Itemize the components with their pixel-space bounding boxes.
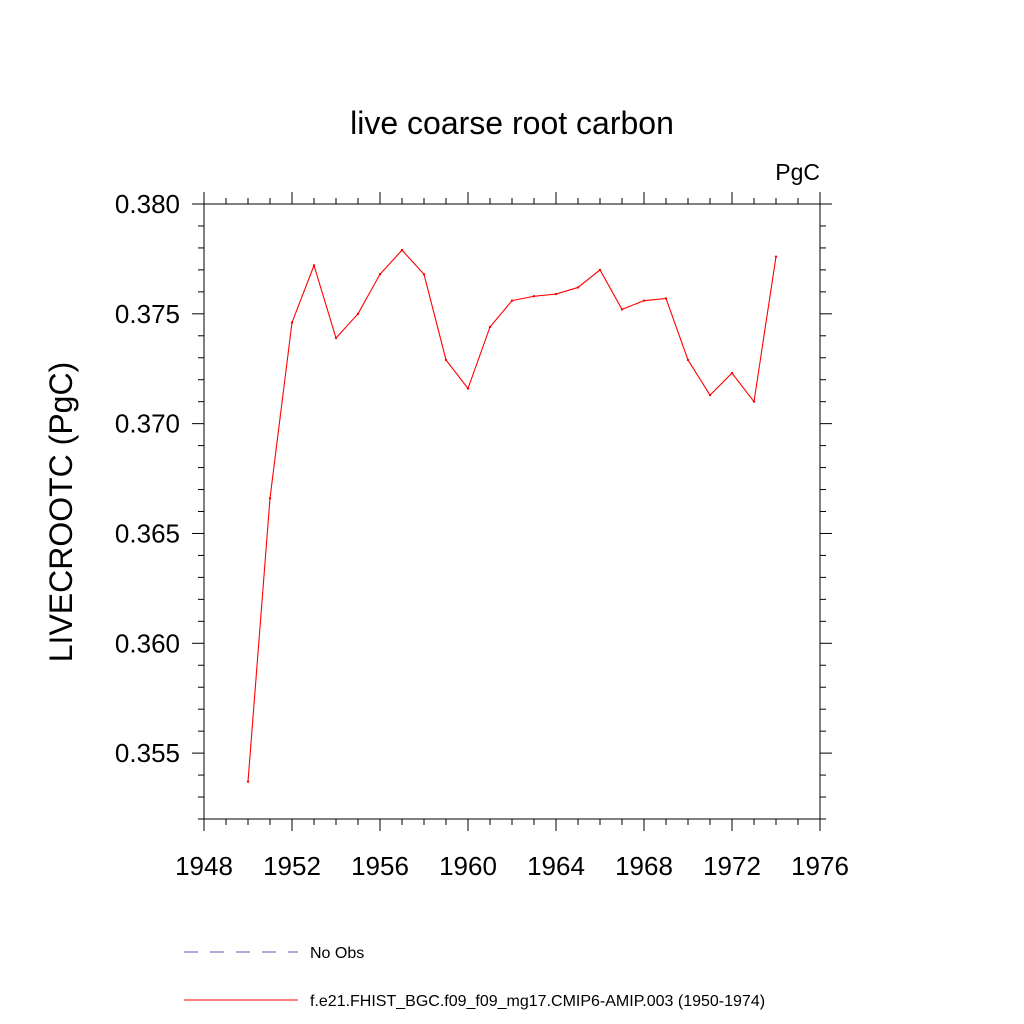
x-axis-ticks: 1948 1952 1956 1960 1964 1968 1972 1976 xyxy=(175,192,849,881)
data-point xyxy=(664,297,668,300)
legend: No Obs f.e21.FHIST_BGC.f09_f09_mg17.CMIP6… xyxy=(184,945,765,1010)
data-point xyxy=(378,273,382,276)
y-tick-label: 0.370 xyxy=(115,409,180,439)
data-point xyxy=(686,358,690,362)
data-point xyxy=(642,299,646,302)
x-tick-label: 1952 xyxy=(263,851,321,881)
data-point xyxy=(510,299,514,302)
data-point xyxy=(730,371,734,375)
y-tick-label: 0.375 xyxy=(115,299,180,329)
data-point xyxy=(598,268,602,272)
data-point xyxy=(268,497,272,500)
data-point xyxy=(334,336,338,340)
data-point xyxy=(708,393,712,397)
data-point xyxy=(774,255,778,258)
data-point xyxy=(422,273,426,276)
legend-label-0: No Obs xyxy=(310,945,364,962)
y-axis-ticks: 0.355 0.360 0.365 0.370 0.375 0.380 xyxy=(115,189,832,820)
data-point xyxy=(532,295,536,298)
x-tick-label: 1960 xyxy=(439,851,497,881)
x-tick-label: 1956 xyxy=(351,851,409,881)
series-line-1 xyxy=(247,249,777,782)
y-tick-label: 0.380 xyxy=(115,189,180,219)
data-point xyxy=(554,292,558,296)
x-tick-label: 1972 xyxy=(703,851,761,881)
data-point xyxy=(246,780,250,783)
units-label: PgC xyxy=(775,159,820,185)
data-point xyxy=(444,358,448,362)
x-tick-label: 1964 xyxy=(527,851,585,881)
data-point xyxy=(290,321,294,324)
x-tick-label: 1976 xyxy=(791,851,849,881)
y-tick-label: 0.365 xyxy=(115,518,180,548)
data-point xyxy=(752,400,756,403)
data-point xyxy=(488,325,492,329)
data-point xyxy=(400,248,404,252)
data-point xyxy=(356,312,360,316)
data-point xyxy=(466,387,470,390)
legend-label-1: f.e21.FHIST_BGC.f09_f09_mg17.CMIP6-AMIP.… xyxy=(310,993,765,1010)
data-point xyxy=(576,286,580,289)
chart-title: live coarse root carbon xyxy=(350,105,674,141)
data-point xyxy=(312,264,316,267)
y-tick-label: 0.360 xyxy=(115,628,180,658)
data-point xyxy=(620,308,624,311)
y-tick-label: 0.355 xyxy=(115,738,180,768)
series-lines xyxy=(246,248,778,783)
x-tick-label: 1948 xyxy=(175,851,233,881)
y-axis-label: LIVECROOTC (PgC) xyxy=(43,362,79,662)
x-tick-label: 1968 xyxy=(615,851,673,881)
axes xyxy=(203,203,821,820)
plot-frame xyxy=(203,203,821,820)
